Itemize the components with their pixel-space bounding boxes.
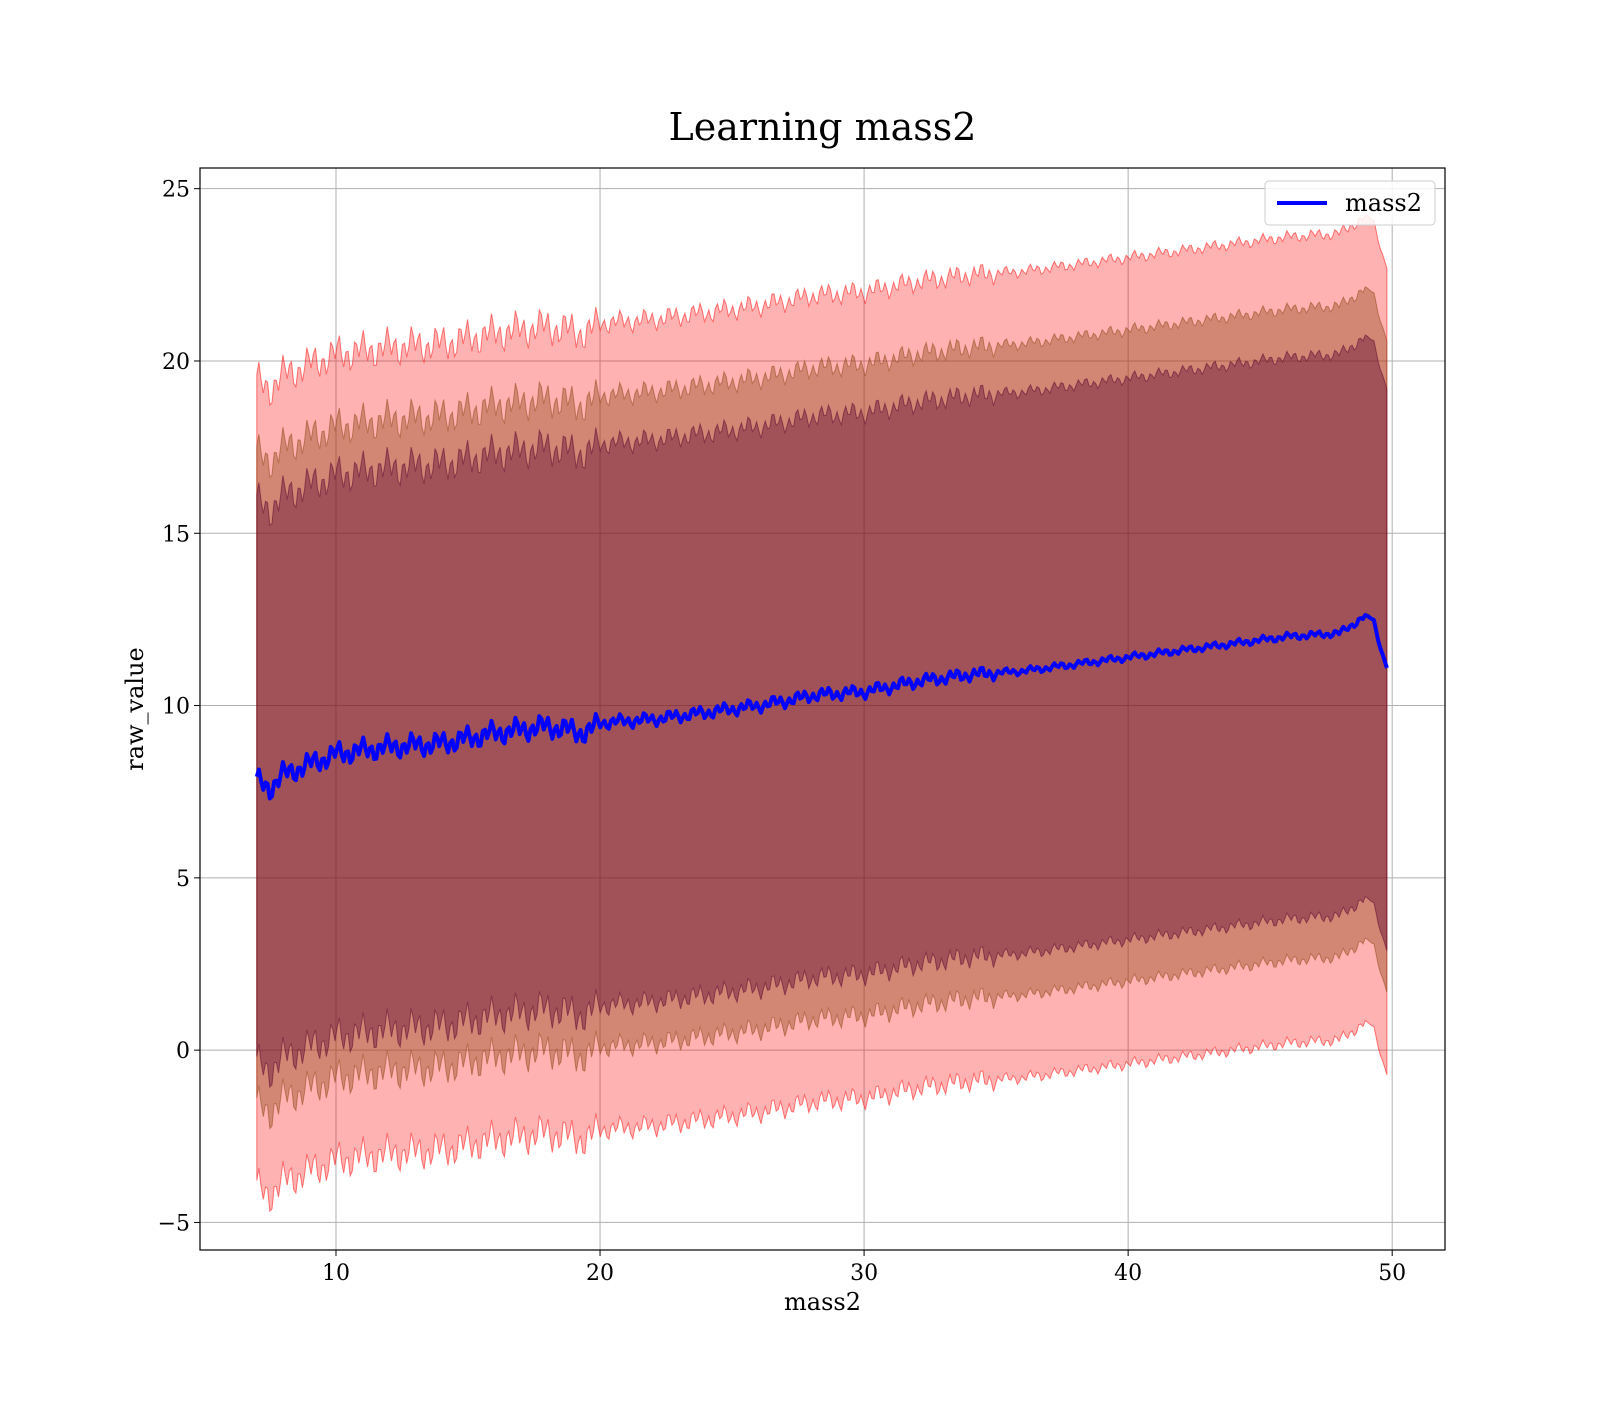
y-ticks: −5 0 5 10 15 20 25 xyxy=(158,178,200,1236)
y-tick-label: 25 xyxy=(162,178,190,203)
x-tick-label: 10 xyxy=(322,1261,350,1286)
confidence-bands xyxy=(256,213,1388,1213)
x-tick-label: 30 xyxy=(850,1261,878,1286)
legend: mass2 xyxy=(1264,180,1436,226)
band-2sigma xyxy=(256,286,1388,1130)
grid xyxy=(200,168,1445,1250)
y-tick-label: −5 xyxy=(158,1211,190,1236)
y-tick-label: 20 xyxy=(162,350,190,375)
series-lines xyxy=(254,613,1389,801)
legend-label: mass2 xyxy=(1345,189,1422,217)
x-tick-label: 50 xyxy=(1378,1261,1406,1286)
y-tick-label: 0 xyxy=(176,1039,190,1064)
band-3sigma xyxy=(256,213,1388,1213)
y-tick-label: 15 xyxy=(162,522,190,547)
legend-box xyxy=(1264,180,1436,226)
band-1sigma xyxy=(256,334,1388,1089)
chart-title: Learning mass2 xyxy=(669,105,977,149)
y-tick-label: 5 xyxy=(176,867,190,892)
plot-frame xyxy=(199,167,1446,1251)
x-tick-label: 40 xyxy=(1114,1261,1142,1286)
y-axis-label: raw_value xyxy=(121,647,149,771)
series-line-mass2 xyxy=(254,613,1389,801)
x-axis-label: mass2 xyxy=(784,1288,861,1316)
x-ticks: 10 20 30 40 50 xyxy=(322,1250,1406,1286)
x-tick-label: 20 xyxy=(586,1261,614,1286)
y-tick-label: 10 xyxy=(162,695,190,720)
